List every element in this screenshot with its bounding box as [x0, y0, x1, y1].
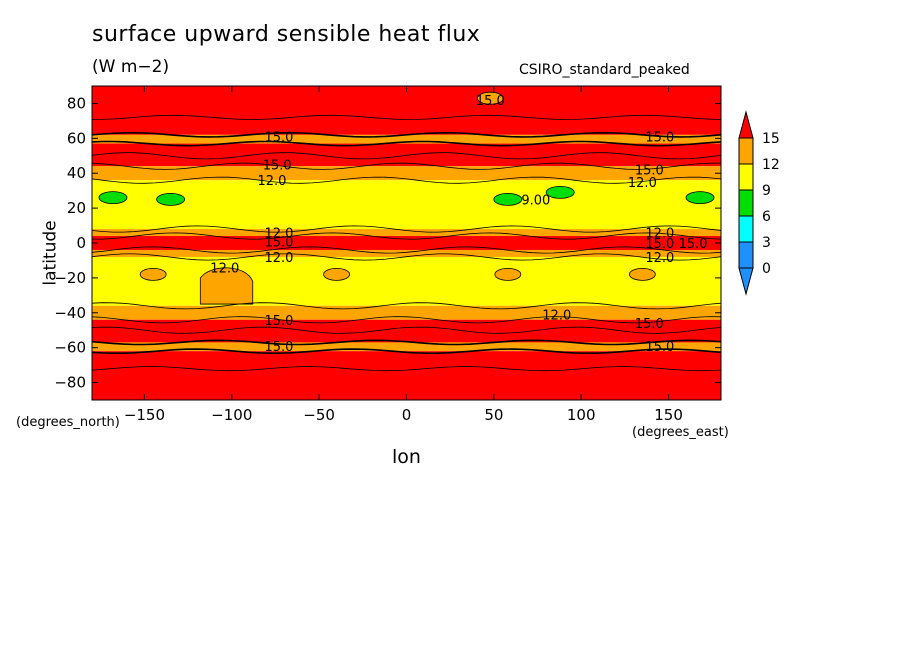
colorbar-label: 0 [762, 261, 771, 277]
x-tick-label: 50 [484, 406, 503, 424]
y-tick-label: 80 [67, 94, 86, 112]
contour-line [92, 366, 721, 372]
heat-band [92, 351, 721, 400]
contour-line [92, 253, 721, 261]
contour-label: 15.0 [264, 340, 293, 355]
y-tick-label: 0 [76, 234, 86, 252]
y-axis-unit: (degrees_north) [16, 415, 120, 430]
contour-line [92, 326, 721, 334]
heat-band [92, 342, 721, 352]
contour-label: 12.0 [628, 176, 657, 191]
y-tick-label: −20 [54, 269, 86, 287]
heat-band [92, 305, 721, 320]
y-tick-label: −40 [54, 304, 86, 322]
heat-patch [685, 191, 715, 205]
contour-label: 12.0 [645, 251, 674, 266]
x-tick-label: 100 [567, 406, 596, 424]
contour-line [92, 131, 721, 138]
y-tick-label: −80 [54, 374, 86, 392]
contour-label: 12.0 [264, 227, 293, 242]
y-tick-label: 60 [67, 129, 86, 147]
heat-patch [494, 267, 522, 281]
heat-patch [139, 267, 167, 281]
chart-title: surface upward sensible heat flux [92, 22, 481, 47]
contour-label: 12.0 [542, 309, 571, 324]
x-tick-label: −50 [303, 406, 335, 424]
heat-patch [476, 91, 504, 105]
colorbar-label: 9 [762, 183, 771, 199]
contour-line [92, 225, 721, 233]
contour-label: 12.0 [645, 227, 674, 242]
y-tick-label: −60 [54, 339, 86, 357]
x-tick-label: 150 [654, 406, 683, 424]
contour-label: 15.0 [635, 317, 664, 332]
x-axis-label: lon [392, 446, 421, 468]
contour-line [92, 246, 721, 254]
contour-label: 12.0 [257, 174, 286, 189]
colorbar-segment [738, 215, 754, 243]
heat-patch [493, 192, 523, 206]
heat-band [92, 134, 721, 144]
contour-label: 15.0 [645, 237, 674, 252]
colorbar-segment [738, 137, 754, 165]
contour-line [92, 162, 721, 170]
heat-band [92, 86, 721, 135]
x-tick-label: −100 [211, 406, 252, 424]
y-tick-label: 20 [67, 199, 86, 217]
contour-label: 15.0 [679, 237, 708, 252]
chart-units: (W m−2) [92, 57, 170, 77]
contour-label: 15.0 [264, 235, 293, 250]
colorbar-segment [738, 189, 754, 217]
contour-label: 15.0 [645, 340, 674, 355]
x-axis-unit: (degrees_east) [632, 425, 729, 440]
contour-line [92, 348, 721, 354]
heat-band [92, 180, 721, 230]
colorbar-label: 6 [762, 209, 771, 225]
contour-line [92, 339, 721, 346]
contour-label: 15.0 [264, 131, 293, 146]
colorbar-top-arrow [738, 110, 754, 139]
colorbar-label: 3 [762, 235, 771, 251]
heat-band [92, 236, 721, 250]
heat-lobe [199, 267, 254, 305]
x-tick-label: −150 [124, 406, 165, 424]
heat-patch [323, 267, 351, 281]
contour-line [92, 140, 721, 147]
heat-patch [545, 186, 575, 199]
heat-band [92, 229, 721, 237]
heat-patch [156, 192, 186, 206]
contour-line [92, 152, 721, 160]
contour-label: 9.00 [521, 193, 550, 208]
heat-band [92, 319, 721, 343]
contour-line [92, 302, 721, 310]
contour-label: 15.0 [264, 314, 293, 329]
y-tick-label: 40 [67, 164, 86, 182]
contour-label: 15.0 [645, 131, 674, 146]
contour-line [92, 232, 721, 240]
contour-label: 12.0 [264, 251, 293, 266]
heat-patch [628, 267, 656, 281]
heat-band [92, 249, 721, 257]
colorbar-segment [738, 241, 754, 269]
colorbar-label: 15 [762, 131, 780, 147]
heat-band [92, 166, 721, 181]
heat-patch [98, 191, 128, 205]
model-label: CSIRO_standard_peaked [519, 62, 690, 78]
contour-label: 15.0 [263, 159, 292, 174]
contour-label: 15.0 [476, 94, 505, 109]
contour-label: 12.0 [210, 261, 239, 276]
heat-band [92, 256, 721, 306]
contour-line [92, 176, 721, 184]
contour-label: 15.0 [635, 164, 664, 179]
colorbar-bottom-arrow [738, 267, 754, 296]
x-tick-label: 0 [402, 406, 412, 424]
colorbar-label: 12 [762, 157, 780, 173]
contour-line [92, 316, 721, 324]
colorbar-segment [738, 163, 754, 191]
contour-line [92, 114, 721, 120]
